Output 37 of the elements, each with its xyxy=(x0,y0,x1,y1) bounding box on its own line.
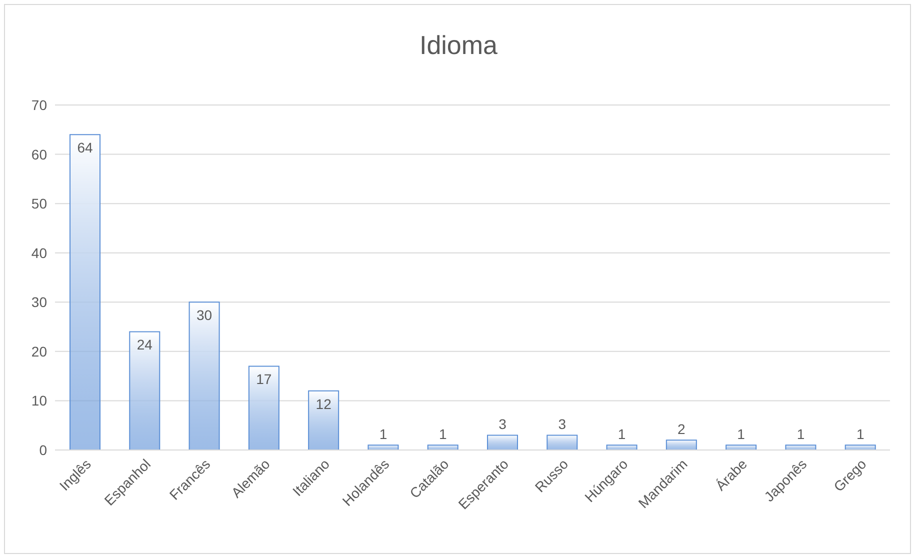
data-label: 1 xyxy=(737,426,746,442)
data-label: 2 xyxy=(678,421,686,438)
bar xyxy=(726,444,757,450)
bar xyxy=(666,440,697,450)
y-tick-label: 20 xyxy=(31,343,48,360)
data-label: 1 xyxy=(796,426,805,442)
data-label: 1 xyxy=(618,426,626,442)
y-tick-label: 70 xyxy=(31,96,48,113)
y-tick-label: 30 xyxy=(31,294,48,310)
y-tick-label: 60 xyxy=(31,146,48,162)
bar xyxy=(487,434,518,450)
data-label: 30 xyxy=(196,307,212,324)
data-label: 24 xyxy=(136,336,153,353)
bar xyxy=(70,134,100,450)
data-label: 3 xyxy=(558,416,566,432)
y-tick-label: 50 xyxy=(31,196,48,212)
bar xyxy=(248,366,280,450)
bar xyxy=(546,434,578,450)
bar xyxy=(308,390,340,450)
data-label: 3 xyxy=(498,416,507,432)
bar xyxy=(427,444,458,450)
y-tick-label: 0 xyxy=(39,442,48,458)
bar xyxy=(129,331,160,450)
data-label: 1 xyxy=(379,426,388,442)
data-label: 1 xyxy=(438,426,447,442)
data-label: 17 xyxy=(256,371,272,388)
bar xyxy=(188,302,220,450)
bar xyxy=(368,444,399,450)
chart-title: Idioma xyxy=(418,30,499,61)
bar xyxy=(785,444,816,450)
data-label: 64 xyxy=(77,140,93,156)
data-label: 12 xyxy=(316,396,332,412)
y-tick-label: 10 xyxy=(31,392,48,409)
bar xyxy=(606,444,638,450)
data-label: 1 xyxy=(856,426,864,442)
y-tick-label: 40 xyxy=(31,244,48,261)
bar xyxy=(844,444,876,450)
